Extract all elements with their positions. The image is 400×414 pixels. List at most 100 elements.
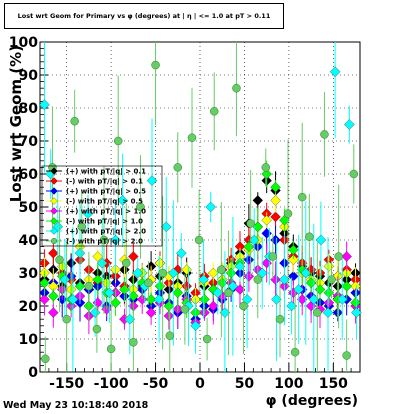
data-point bbox=[243, 271, 255, 282]
legend: (+) with pT/|q| > 0.1(-) with pT/|q| > 0… bbox=[41, 165, 163, 247]
data-point bbox=[92, 274, 103, 285]
data-point bbox=[227, 280, 239, 292]
data-point bbox=[119, 284, 130, 295]
data-point bbox=[323, 261, 335, 272]
data-point bbox=[39, 294, 50, 305]
legend-marker bbox=[50, 167, 58, 175]
data-point bbox=[270, 195, 281, 206]
title-box: Lost wrt Geom for Primary vs φ (degrees)… bbox=[4, 3, 284, 29]
data-point bbox=[225, 267, 237, 279]
data-point bbox=[261, 257, 272, 269]
data-point bbox=[297, 192, 307, 202]
legend-label: (-) with pT/|q| > 0.1 bbox=[66, 178, 143, 187]
data-point bbox=[97, 257, 108, 269]
legend-label: (+) with pT/|q| > 2.0 bbox=[66, 228, 146, 237]
data-point bbox=[232, 83, 241, 93]
data-point bbox=[322, 307, 334, 318]
data-point bbox=[121, 258, 131, 268]
legend-marker bbox=[50, 227, 58, 235]
x-tick-label: 50 bbox=[235, 376, 255, 392]
legend-label: (+) with pT/|q| > 0.5 bbox=[66, 188, 146, 197]
legend-marker bbox=[50, 217, 58, 225]
data-point bbox=[349, 169, 359, 179]
data-point bbox=[158, 268, 167, 278]
data-point bbox=[48, 290, 59, 302]
x-tick-label: 150 bbox=[319, 376, 348, 392]
data-point bbox=[239, 301, 248, 311]
data-point bbox=[89, 307, 101, 318]
data-point bbox=[165, 331, 175, 340]
data-point bbox=[293, 284, 304, 295]
data-point bbox=[320, 130, 329, 139]
data-point bbox=[329, 66, 341, 77]
data-point bbox=[181, 264, 192, 275]
legend-marker bbox=[50, 177, 58, 185]
y-tick-label: 100 bbox=[9, 35, 38, 51]
data-point bbox=[270, 211, 281, 223]
data-point bbox=[261, 214, 272, 226]
data-point bbox=[246, 219, 255, 228]
data-point bbox=[74, 247, 86, 259]
data-point bbox=[128, 251, 139, 262]
data-point bbox=[39, 277, 50, 289]
data-point bbox=[110, 297, 121, 308]
data-point bbox=[257, 267, 268, 279]
legend-label: (+) with pT/|q| > 0.1 bbox=[66, 168, 146, 177]
x-axis-label: φ (degrees) bbox=[266, 393, 358, 409]
chart-title: Lost wrt Geom for Primary vs φ (degrees)… bbox=[17, 12, 271, 20]
data-point bbox=[176, 247, 187, 259]
data-point bbox=[341, 251, 352, 262]
data-point bbox=[261, 228, 272, 239]
data-point bbox=[92, 251, 103, 262]
data-point bbox=[41, 354, 50, 364]
legend-marker bbox=[50, 187, 58, 195]
data-point bbox=[313, 308, 322, 317]
data-point bbox=[144, 278, 153, 288]
x-tick-label: 0 bbox=[195, 376, 205, 392]
y-tick-label: 30 bbox=[19, 266, 39, 282]
data-point bbox=[82, 208, 94, 219]
y-tick-label: 90 bbox=[19, 68, 39, 84]
data-point bbox=[92, 297, 103, 308]
series-7 bbox=[41, 42, 359, 372]
legend-label: (-) with pT/|q| > 2.0 bbox=[66, 238, 143, 247]
data-point bbox=[270, 234, 281, 246]
data-point bbox=[350, 297, 361, 308]
x-tick-label: -100 bbox=[94, 376, 129, 392]
data-point bbox=[136, 202, 145, 212]
data-point bbox=[270, 274, 281, 285]
data-point bbox=[154, 257, 166, 269]
data-point bbox=[198, 274, 209, 285]
data-point bbox=[275, 314, 285, 324]
data-point bbox=[129, 338, 138, 347]
data-point bbox=[261, 163, 271, 172]
data-point bbox=[252, 195, 263, 206]
data-point bbox=[268, 252, 278, 261]
data-point bbox=[315, 234, 327, 246]
legend-marker bbox=[50, 197, 58, 205]
data-point bbox=[253, 275, 263, 284]
data-point bbox=[106, 344, 116, 354]
y-tick-label: 20 bbox=[19, 299, 39, 315]
legend-label: (-) with pT/|q| > 1.0 bbox=[66, 218, 143, 227]
data-layer bbox=[39, 42, 362, 372]
data-point bbox=[113, 136, 123, 146]
data-point bbox=[208, 267, 219, 279]
data-point bbox=[209, 107, 219, 116]
data-point bbox=[146, 175, 158, 186]
legend-marker bbox=[50, 207, 58, 215]
data-point bbox=[288, 244, 299, 256]
data-point bbox=[199, 294, 210, 305]
data-point bbox=[224, 288, 233, 298]
data-point bbox=[132, 267, 143, 279]
data-point bbox=[323, 287, 335, 299]
data-point bbox=[208, 300, 219, 312]
data-point bbox=[145, 294, 157, 305]
data-point bbox=[67, 294, 79, 305]
data-point bbox=[77, 222, 87, 232]
data-point bbox=[288, 254, 299, 266]
data-point bbox=[344, 119, 355, 130]
data-point bbox=[341, 280, 352, 292]
data-point bbox=[270, 181, 281, 193]
